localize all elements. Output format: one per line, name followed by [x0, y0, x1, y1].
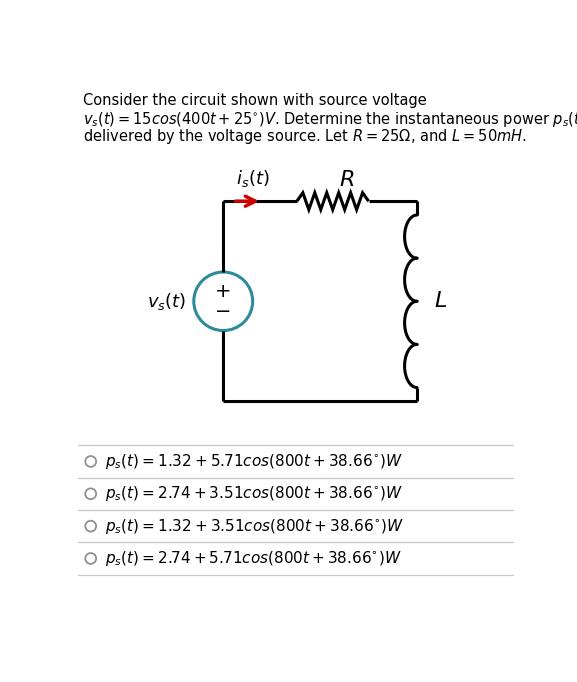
Text: delivered by the voltage source. Let $R = 25\Omega$, and $L = 50mH$.: delivered by the voltage source. Let $R … — [83, 126, 527, 145]
Text: $L$: $L$ — [434, 291, 447, 312]
Text: −: − — [215, 302, 231, 321]
Text: $p_s(t) = 2.74 + 3.51\mathit{cos}(800t + 38.66^{\circ})W$: $p_s(t) = 2.74 + 3.51\mathit{cos}(800t +… — [104, 484, 402, 503]
Text: $i_s(t)$: $i_s(t)$ — [237, 168, 270, 189]
Text: $v_s(t) = 15\mathit{cos}(400t + 25^{\circ})V$. Determine the instantaneous power: $v_s(t) = 15\mathit{cos}(400t + 25^{\cir… — [83, 110, 577, 129]
Text: $R$: $R$ — [339, 168, 354, 191]
Text: Consider the circuit shown with source voltage: Consider the circuit shown with source v… — [83, 93, 427, 108]
Text: $p_s(t) = 2.74 + 5.71\mathit{cos}(800t + 38.66^{\circ})W$: $p_s(t) = 2.74 + 5.71\mathit{cos}(800t +… — [104, 549, 401, 568]
Text: $p_s(t) = 1.32 + 3.51\mathit{cos}(800t + 38.66^{\circ})W$: $p_s(t) = 1.32 + 3.51\mathit{cos}(800t +… — [104, 517, 403, 535]
Text: $p_s(t) = 1.32 + 5.71\mathit{cos}(800t + 38.66^{\circ})W$: $p_s(t) = 1.32 + 5.71\mathit{cos}(800t +… — [104, 452, 402, 471]
Text: $v_s(t)$: $v_s(t)$ — [147, 291, 186, 312]
Text: +: + — [215, 282, 231, 301]
